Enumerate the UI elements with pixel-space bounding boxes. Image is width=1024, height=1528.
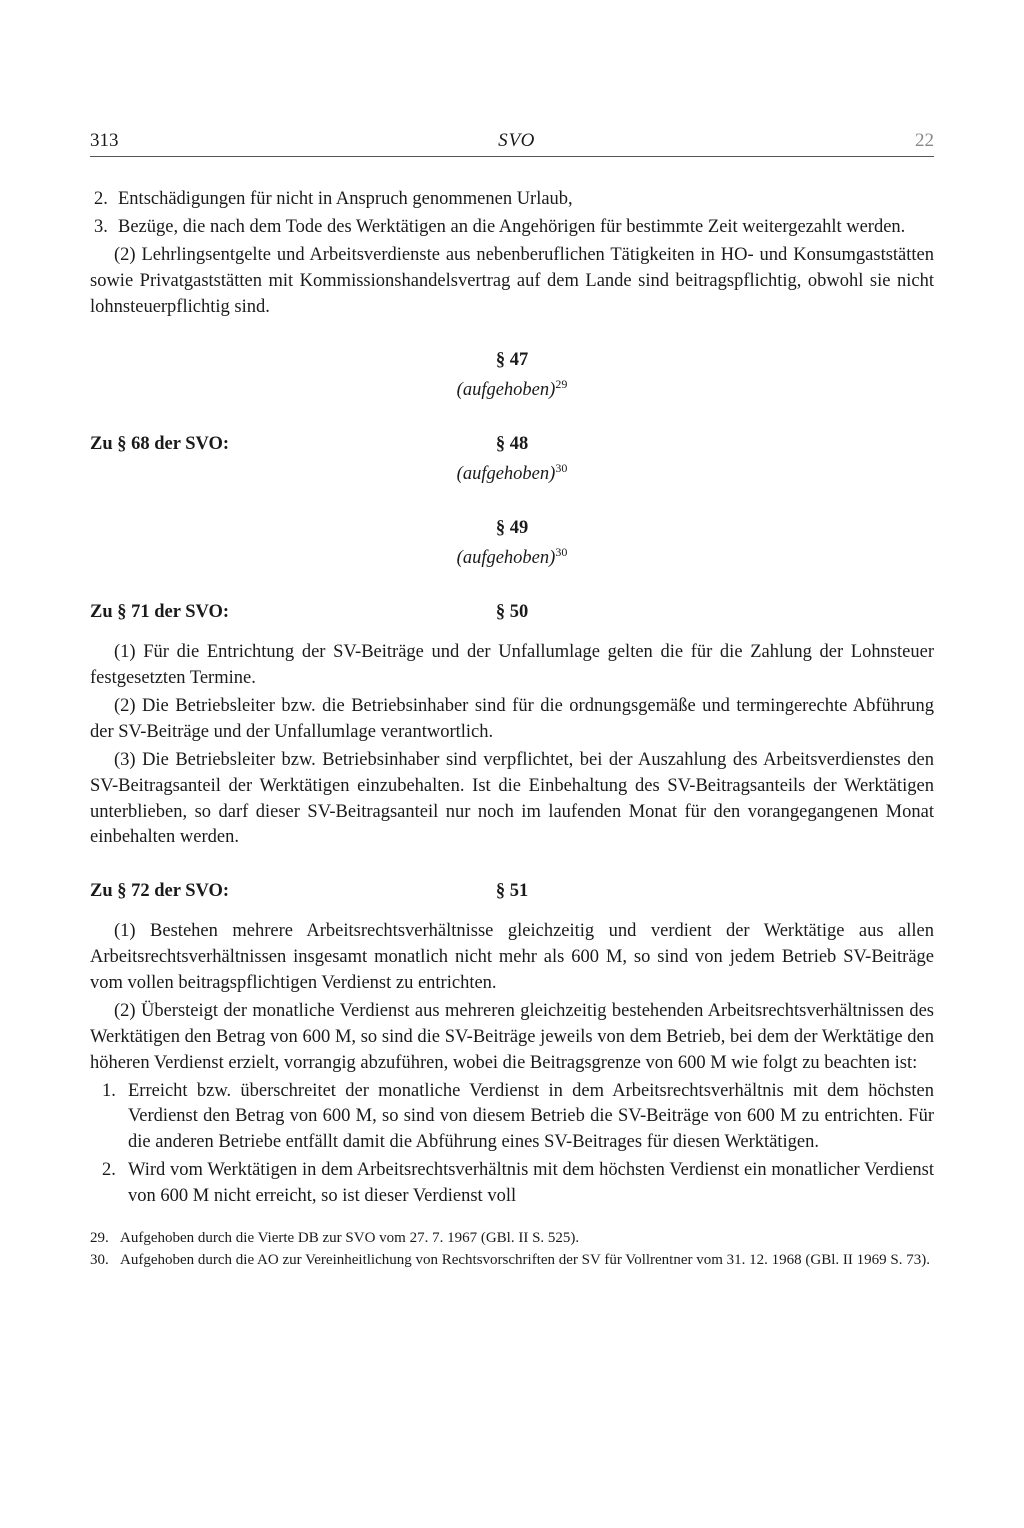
page-content: 2. Entschädigungen für nicht in Anspruch…: [90, 187, 934, 1270]
paragraph: (1) Bestehen mehrere Arbeitsrechtsverhäl…: [90, 919, 934, 997]
footnotes: 29. Aufgehoben durch die Vierte DB zur S…: [90, 1228, 934, 1271]
footnote-number: 29.: [90, 1228, 120, 1248]
paragraph: (2) Die Betriebsleiter bzw. die Betriebs…: [90, 694, 934, 746]
enum-item: 3. Bezüge, die nach dem Tode des Werktät…: [90, 215, 934, 241]
page-number-left: 313: [90, 130, 119, 152]
status-text: (aufgehoben): [457, 381, 556, 401]
paragraph: (1) Für die Entrichtung der SV-Beiträge …: [90, 640, 934, 692]
section-number: § 48: [90, 432, 934, 458]
enum-text: Bezüge, die nach dem Tode des Werktätige…: [118, 215, 934, 241]
page-number-right: 22: [915, 130, 934, 152]
section-number: § 50: [90, 600, 934, 626]
footnote: 29. Aufgehoben durch die Vierte DB zur S…: [90, 1228, 934, 1248]
footnote-ref: 29: [555, 377, 567, 391]
header-title: SVO: [498, 130, 535, 152]
section-body: (1) Bestehen mehrere Arbeitsrechtsverhäl…: [90, 919, 934, 1210]
section-status: (aufgehoben)30: [90, 460, 934, 488]
paragraph: (2) Übersteigt der monatliche Verdienst …: [90, 999, 934, 1077]
footnote: 30. Aufgehoben durch die AO zur Vereinhe…: [90, 1250, 934, 1270]
list-item: 1. Erreicht bzw. überschreitet der monat…: [90, 1079, 934, 1157]
reference-row: Zu § 68 der SVO: § 48: [90, 432, 934, 458]
reference-row: Zu § 72 der SVO: § 51: [90, 879, 934, 905]
enum-item: 2. Entschädigungen für nicht in Anspruch…: [90, 187, 934, 213]
list-number: 2.: [102, 1158, 128, 1210]
list-text: Wird vom Werktätigen in dem Arbeitsrecht…: [128, 1158, 934, 1210]
footnote-text: Aufgehoben durch die AO zur Vereinheitli…: [120, 1250, 934, 1270]
section-number: § 51: [90, 879, 934, 905]
section-status: (aufgehoben)29: [90, 376, 934, 404]
enum-number: 2.: [90, 187, 118, 213]
footnote-text: Aufgehoben durch die Vierte DB zur SVO v…: [120, 1228, 934, 1248]
section-status: (aufgehoben)30: [90, 544, 934, 572]
page-header: 313 SVO 22: [90, 130, 934, 157]
enum-text: Entschädigungen für nicht in Anspruch ge…: [118, 187, 934, 213]
section-body: (1) Für die Entrichtung der SV-Beiträge …: [90, 640, 934, 851]
section-number: § 47: [90, 348, 934, 374]
enum-number: 3.: [90, 215, 118, 241]
reference-row: Zu § 71 der SVO: § 50: [90, 600, 934, 626]
list-number: 1.: [102, 1079, 128, 1157]
list-text: Erreicht bzw. überschreitet der monatlic…: [128, 1079, 934, 1157]
status-text: (aufgehoben): [457, 548, 556, 568]
footnote-number: 30.: [90, 1250, 120, 1270]
paragraph: (3) Die Betriebsleiter bzw. Betriebsinha…: [90, 748, 934, 852]
list-item: 2. Wird vom Werktätigen in dem Arbeitsre…: [90, 1158, 934, 1210]
footnote-ref: 30: [555, 545, 567, 559]
section-number: § 49: [90, 516, 934, 542]
footnote-ref: 30: [555, 461, 567, 475]
paragraph: (2) Lehrlingsentgelte und Arbeitsverdien…: [90, 243, 934, 321]
status-text: (aufgehoben): [457, 464, 556, 484]
